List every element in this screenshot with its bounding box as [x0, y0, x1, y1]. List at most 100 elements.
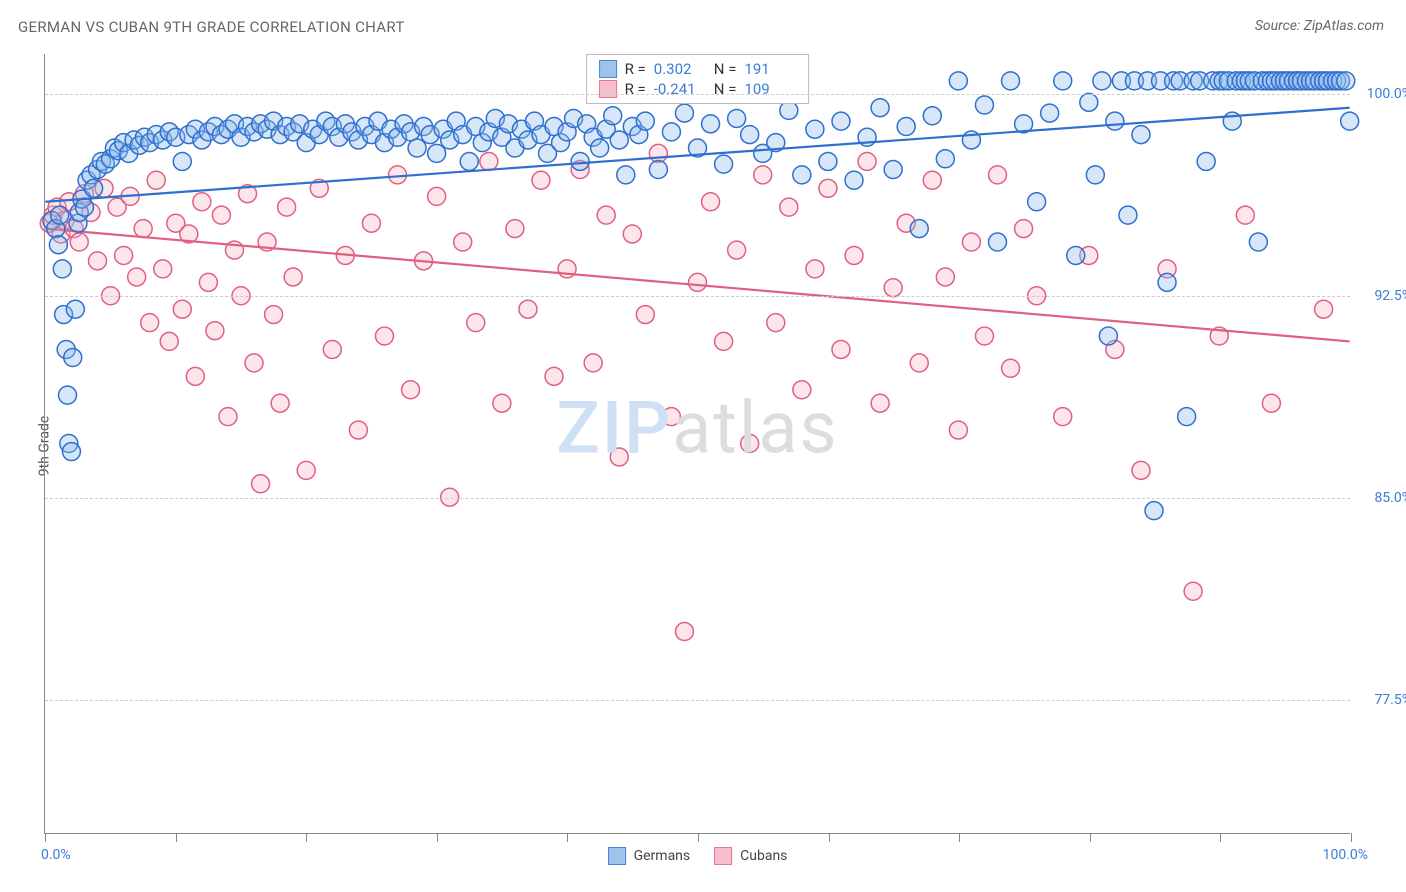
data-point-germans — [51, 206, 69, 224]
data-point-germans — [1067, 246, 1085, 264]
stats-swatch-germans — [599, 60, 617, 78]
data-point-cubans — [154, 260, 172, 278]
data-point-germans — [1158, 273, 1176, 291]
legend-label-germans: Germans — [634, 848, 691, 864]
data-point-cubans — [375, 327, 393, 345]
data-point-cubans — [265, 306, 283, 324]
data-point-germans — [989, 233, 1007, 251]
data-point-germans — [571, 152, 589, 170]
data-point-germans — [49, 236, 67, 254]
data-point-cubans — [349, 421, 367, 439]
data-point-cubans — [793, 381, 811, 399]
legend-swatch-germans — [608, 847, 626, 865]
chart-source: Source: ZipAtlas.com — [1255, 18, 1384, 34]
data-point-germans — [610, 131, 628, 149]
data-point-germans — [806, 120, 824, 138]
data-point-germans — [591, 139, 609, 157]
data-point-germans — [604, 107, 622, 125]
data-point-cubans — [284, 268, 302, 286]
stats-row-cubans: R = -0.241 N = 109 — [599, 79, 797, 99]
data-point-cubans — [806, 260, 824, 278]
legend-label-cubans: Cubans — [740, 848, 787, 864]
data-point-germans — [649, 161, 667, 179]
data-point-cubans — [975, 327, 993, 345]
data-point-germans — [1337, 72, 1355, 90]
data-point-germans — [975, 96, 993, 114]
data-point-germans — [1028, 193, 1046, 211]
data-point-cubans — [584, 354, 602, 372]
data-point-cubans — [845, 246, 863, 264]
grid-line — [45, 700, 1350, 701]
data-point-germans — [845, 171, 863, 189]
data-point-cubans — [702, 193, 720, 211]
y-tick-label: 85.0% — [1374, 490, 1406, 506]
data-point-cubans — [467, 314, 485, 332]
data-point-germans — [66, 300, 84, 318]
data-point-cubans — [493, 394, 511, 412]
data-point-cubans — [506, 220, 524, 238]
stats-r-label: R = — [625, 60, 646, 78]
chart-container: GERMAN VS CUBAN 9TH GRADE CORRELATION CH… — [0, 0, 1406, 892]
x-axis-min-label: 0.0% — [41, 847, 71, 863]
data-point-cubans — [754, 166, 772, 184]
data-point-germans — [1119, 206, 1137, 224]
plot-area: ZIPatlas R = 0.302 N = 191 R = -0.241 N … — [44, 54, 1350, 834]
data-point-germans — [675, 104, 693, 122]
grid-line — [45, 94, 1350, 95]
data-point-cubans — [871, 394, 889, 412]
data-point-germans — [85, 179, 103, 197]
x-tick — [1090, 833, 1091, 842]
data-point-germans — [1080, 93, 1098, 111]
data-point-germans — [1341, 112, 1359, 130]
data-point-cubans — [271, 394, 289, 412]
data-point-germans — [428, 144, 446, 162]
x-tick — [1220, 833, 1221, 842]
trend-line-cubans — [45, 229, 1349, 342]
data-point-cubans — [141, 314, 159, 332]
data-point-germans — [1099, 327, 1117, 345]
data-point-cubans — [1132, 461, 1150, 479]
data-point-germans — [741, 126, 759, 144]
data-point-germans — [617, 166, 635, 184]
data-point-cubans — [623, 225, 641, 243]
data-point-germans — [662, 123, 680, 141]
stats-r-germans: 0.302 — [654, 60, 706, 78]
x-tick — [1351, 833, 1352, 842]
stats-n-label: N = — [714, 60, 737, 78]
data-point-cubans — [297, 461, 315, 479]
data-point-germans — [832, 112, 850, 130]
data-point-cubans — [1262, 394, 1280, 412]
data-point-cubans — [454, 233, 472, 251]
data-point-cubans — [70, 233, 88, 251]
x-tick — [698, 833, 699, 842]
data-point-cubans — [662, 408, 680, 426]
data-point-germans — [64, 349, 82, 367]
data-point-cubans — [1054, 408, 1072, 426]
data-point-cubans — [1315, 300, 1333, 318]
data-point-cubans — [923, 171, 941, 189]
data-point-germans — [702, 115, 720, 133]
legend-swatch-cubans — [714, 847, 732, 865]
data-point-germans — [460, 152, 478, 170]
data-point-cubans — [715, 332, 733, 350]
data-point-cubans — [323, 340, 341, 358]
x-tick — [959, 833, 960, 842]
data-point-cubans — [949, 421, 967, 439]
data-point-cubans — [1002, 359, 1020, 377]
data-point-cubans — [780, 198, 798, 216]
x-tick — [829, 833, 830, 842]
data-point-germans — [793, 166, 811, 184]
data-point-germans — [53, 260, 71, 278]
data-point-germans — [1197, 152, 1215, 170]
data-point-cubans — [689, 273, 707, 291]
data-point-germans — [408, 139, 426, 157]
data-point-cubans — [219, 408, 237, 426]
data-point-cubans — [1184, 582, 1202, 600]
data-point-cubans — [173, 300, 191, 318]
data-point-cubans — [89, 252, 107, 270]
data-point-cubans — [649, 144, 667, 162]
data-point-germans — [871, 99, 889, 117]
x-tick — [45, 833, 46, 842]
scatter-svg — [45, 54, 1350, 833]
data-point-cubans — [212, 206, 230, 224]
